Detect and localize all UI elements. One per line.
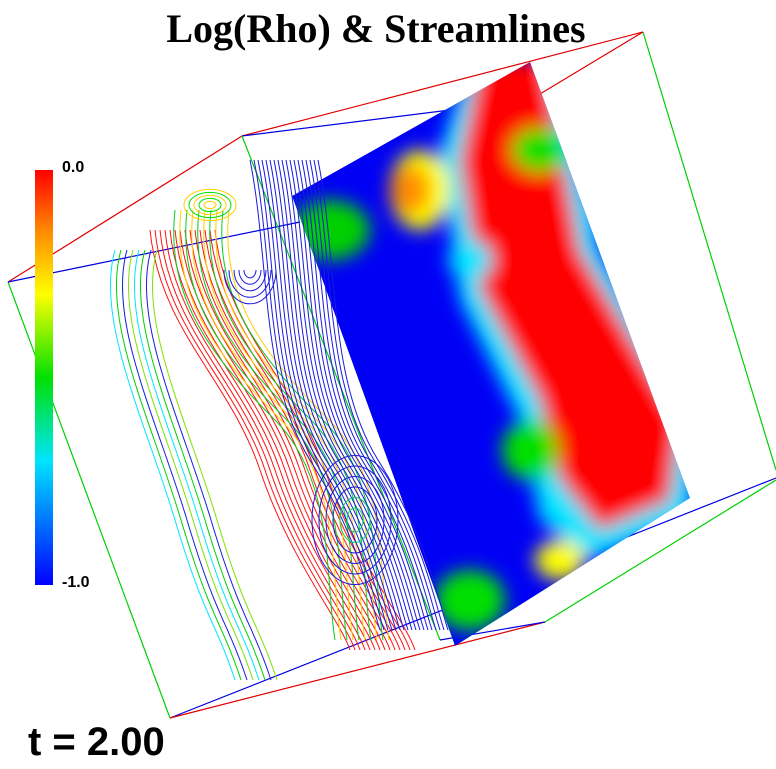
colorbar-max-label: 0.0: [62, 159, 84, 176]
streamline: [189, 192, 231, 217]
colorbar-min-label: -1.0: [62, 574, 90, 591]
streamline: [244, 270, 256, 278]
streamline: [199, 198, 221, 211]
colorbar: [35, 170, 53, 585]
streamline: [239, 270, 261, 284]
visualization: Log(Rho) & Streamlines: [0, 0, 776, 764]
time-label: t = 2.00: [28, 720, 165, 764]
title: Log(Rho) & Streamlines: [166, 6, 585, 51]
streamline: [204, 201, 216, 208]
